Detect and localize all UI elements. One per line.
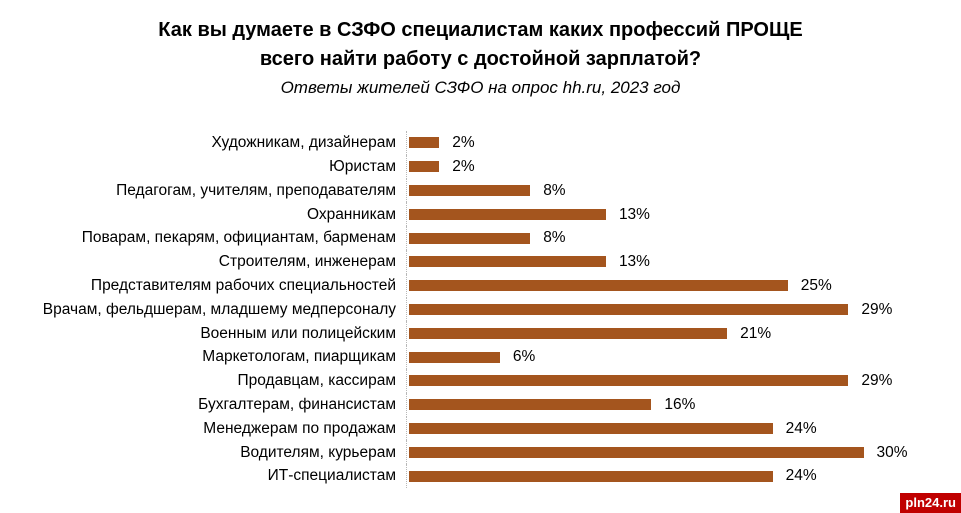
chart-header: Как вы думаете в СЗФО специалистам каких… (0, 16, 961, 100)
bar-row: Бухгалтерам, финансистам 16% (0, 392, 961, 417)
bar-value-label: 16% (664, 395, 696, 413)
bar-value-label: 8% (543, 181, 566, 199)
bar-track: 30% (406, 440, 961, 465)
bar-row: Педагогам, учителям, преподавателям 8% (0, 178, 961, 203)
bar-track: 8% (406, 178, 961, 203)
bar (409, 375, 849, 387)
category-label: Менеджерам по продажам (203, 419, 396, 437)
category-label: Продавцам, кассирам (237, 372, 396, 390)
bar-track: 25% (406, 273, 961, 298)
bar-value-label: 6% (512, 348, 536, 366)
bar-track: 6% (406, 345, 961, 369)
bar (409, 256, 606, 268)
bar-row: Художникам, дизайнерам 2% (0, 131, 961, 155)
bar-value-label: 21% (740, 324, 772, 342)
bar-row: Врачам, фельдшерам, младшему медперсонал… (0, 297, 961, 322)
bar (409, 327, 728, 339)
bar (409, 399, 652, 411)
bar-value-label: 29% (861, 372, 893, 390)
category-label: Художникам, дизайнерам (211, 134, 397, 152)
category-label: Военным или полицейским (200, 324, 396, 342)
bar (409, 446, 864, 458)
bar (409, 351, 500, 363)
bar-value-label: 13% (618, 205, 650, 223)
bar-value-label: 13% (618, 253, 650, 271)
bar-value-label: 2% (452, 157, 475, 175)
bar-value-label: 24% (785, 467, 817, 485)
category-label: Маркетологам, пиарщикам (202, 348, 396, 366)
bar-track: 16% (406, 392, 961, 417)
bar-row: Маркетологам, пиарщикам 6% (0, 345, 961, 369)
chart-subtitle: Ответы жителей СЗФО на опрос hh.ru, 2023… (280, 78, 681, 97)
bar (409, 137, 440, 149)
bar-track: 24% (406, 416, 961, 441)
bar (409, 161, 440, 173)
category-label: Юристам (329, 157, 396, 175)
bar (409, 280, 788, 292)
bar-row: Поварам, пекарям, официантам, барменам 8% (0, 226, 961, 250)
bar (409, 422, 773, 434)
bar-row: Представителям рабочих специальностей 25% (0, 273, 961, 298)
bar-track: 29% (406, 368, 961, 393)
bar-track: 13% (406, 249, 961, 274)
bar-row: Охранникам 13% (0, 202, 961, 227)
category-label: ИТ-специалистам (267, 467, 396, 485)
bar-value-label: 24% (785, 419, 817, 437)
bar-track: 8% (406, 226, 961, 250)
category-label: Строителям, инженерам (218, 253, 396, 271)
bar-track: 21% (406, 321, 961, 346)
bar-row: Военным или полицейским 21% (0, 321, 961, 346)
bar-track: 2% (406, 154, 961, 179)
bar (409, 232, 531, 244)
bar-value-label: 29% (861, 300, 893, 318)
bar-row: ИТ-специалистам 24% (0, 464, 961, 488)
bar-value-label: 2% (452, 134, 475, 152)
bar (409, 184, 531, 196)
bar-track: 29% (406, 297, 961, 322)
category-label: Поварам, пекарям, официантам, барменам (81, 229, 396, 247)
category-label: Охранникам (306, 205, 396, 223)
bar (409, 470, 773, 482)
chart-title-line-2: всего найти работу с достойной зарплатой… (259, 48, 702, 70)
bar-row: Юристам 2% (0, 154, 961, 179)
bar-track: 2% (406, 131, 961, 155)
bar-row: Продавцам, кассирам 29% (0, 368, 961, 393)
bar-row: Водителям, курьерам 30% (0, 440, 961, 465)
bar-value-label: 25% (800, 276, 832, 294)
bar-value-label: 30% (876, 443, 908, 461)
bar-track: 13% (406, 202, 961, 227)
bar (409, 303, 849, 315)
category-label: Педагогам, учителям, преподавателям (116, 181, 396, 199)
category-label: Бухгалтерам, финансистам (198, 395, 396, 413)
category-label: Водителям, курьерам (240, 443, 396, 461)
bar-chart: Художникам, дизайнерам 2% Юристам 2% Педагог… (0, 131, 961, 488)
watermark-badge: pln24.ru (900, 493, 961, 513)
category-label: Представителям рабочих специальностей (90, 276, 396, 294)
bar (409, 208, 606, 220)
category-label: Врачам, фельдшерам, младшему медперсонал… (42, 300, 396, 318)
bar-row: Менеджерам по продажам 24% (0, 416, 961, 441)
bar-row: Строителям, инженерам 13% (0, 249, 961, 274)
bar-track: 24% (406, 464, 961, 488)
bar-value-label: 8% (543, 229, 566, 247)
chart-title-line-1: Как вы думаете в СЗФО специалистам каких… (158, 19, 803, 41)
